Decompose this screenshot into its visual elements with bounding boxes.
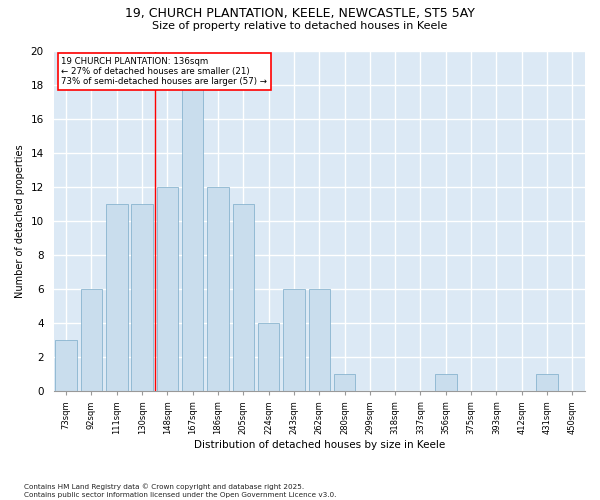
Bar <box>435 374 457 392</box>
Y-axis label: Number of detached properties: Number of detached properties <box>15 144 25 298</box>
Bar <box>55 340 77 392</box>
Bar <box>131 204 153 392</box>
Bar <box>81 290 102 392</box>
Bar <box>182 68 203 392</box>
X-axis label: Distribution of detached houses by size in Keele: Distribution of detached houses by size … <box>194 440 445 450</box>
Bar <box>258 324 280 392</box>
Bar <box>536 374 558 392</box>
Text: 19 CHURCH PLANTATION: 136sqm
← 27% of detached houses are smaller (21)
73% of se: 19 CHURCH PLANTATION: 136sqm ← 27% of de… <box>61 56 268 86</box>
Text: 19, CHURCH PLANTATION, KEELE, NEWCASTLE, ST5 5AY: 19, CHURCH PLANTATION, KEELE, NEWCASTLE,… <box>125 8 475 20</box>
Bar <box>308 290 330 392</box>
Bar <box>106 204 128 392</box>
Text: Contains HM Land Registry data © Crown copyright and database right 2025.
Contai: Contains HM Land Registry data © Crown c… <box>24 484 337 498</box>
Text: Size of property relative to detached houses in Keele: Size of property relative to detached ho… <box>152 21 448 31</box>
Bar <box>283 290 305 392</box>
Bar <box>157 188 178 392</box>
Bar <box>207 188 229 392</box>
Bar <box>334 374 355 392</box>
Bar <box>233 204 254 392</box>
